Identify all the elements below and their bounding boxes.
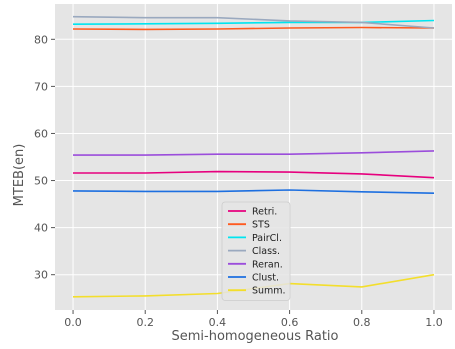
y-tick-label: 50 bbox=[34, 175, 48, 188]
x-tick-label: 0.8 bbox=[353, 316, 371, 329]
y-tick-label: 70 bbox=[34, 80, 48, 93]
x-axis-ticks: 0.0 0.2 0.4 0.6 0.8 1.0 bbox=[64, 310, 443, 329]
legend: Retri. STS PairCl. Class. Reran. Clust. Summ. bbox=[221, 201, 291, 301]
gridlines bbox=[55, 4, 452, 310]
x-tick-label: 1.0 bbox=[425, 316, 443, 329]
legend-label: Reran. bbox=[252, 259, 283, 270]
series-line-clust bbox=[72, 189, 435, 194]
x-tick-label: 0.4 bbox=[209, 316, 227, 329]
y-axis-ticks: 30 40 50 60 70 80 bbox=[34, 33, 55, 282]
y-axis-label: MTEB(en) bbox=[12, 144, 27, 207]
x-tick-label: 0.0 bbox=[64, 316, 82, 329]
x-tick-label: 0.6 bbox=[281, 316, 299, 329]
y-tick-label: 30 bbox=[34, 269, 48, 282]
series-line-paircl bbox=[72, 19, 435, 25]
series-line-class bbox=[72, 15, 435, 29]
legend-label: Retri. bbox=[252, 207, 277, 218]
series-line-retri bbox=[73, 170, 435, 179]
legend-label: STS bbox=[252, 220, 270, 231]
series-line-reran bbox=[73, 150, 435, 156]
x-axis-label: Semi-homogeneous Ratio bbox=[172, 329, 339, 344]
legend-label: Class. bbox=[252, 246, 280, 257]
legend-label: Clust. bbox=[252, 273, 279, 284]
legend-box bbox=[221, 201, 291, 301]
y-tick-label: 40 bbox=[34, 222, 48, 235]
series-line-sts bbox=[72, 26, 435, 31]
legend-label: Summ. bbox=[252, 286, 286, 297]
y-tick-label: 60 bbox=[34, 127, 48, 140]
y-tick-label: 80 bbox=[34, 33, 48, 46]
x-tick-label: 0.2 bbox=[136, 316, 154, 329]
legend-label: PairCl. bbox=[252, 233, 282, 244]
